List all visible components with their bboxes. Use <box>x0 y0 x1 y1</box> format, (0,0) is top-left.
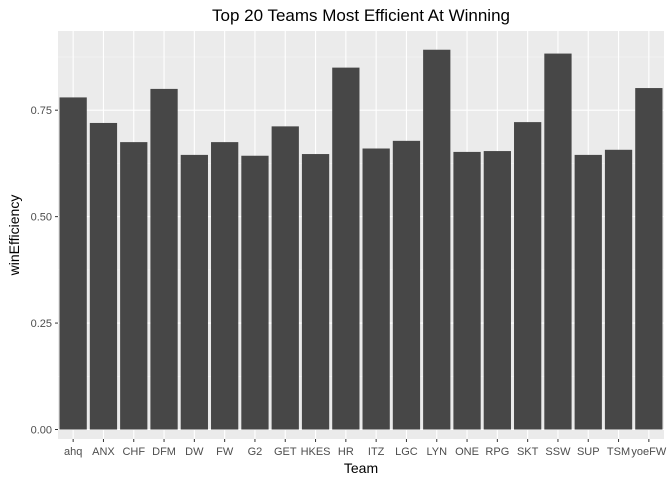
x-axis: ahq ANX CHF DFM DW FW G2 GET HKES HR ITZ LGC LYN ONE R… <box>64 439 667 458</box>
y-tick-label: 0.00 <box>31 425 52 437</box>
x-tick-label: CHF <box>122 446 145 458</box>
bar-FW <box>211 142 239 430</box>
bar-yoeFW <box>635 88 663 430</box>
bar-ITZ <box>362 148 390 430</box>
bar-ANX <box>89 122 118 430</box>
bar-ONE <box>453 151 481 430</box>
plot-panel <box>58 31 664 439</box>
y-tick-label: 0.25 <box>31 318 52 330</box>
bar-HKES <box>301 154 330 430</box>
bar-SUP <box>574 154 602 430</box>
bar-CHF <box>120 142 148 430</box>
bar-GET <box>271 126 299 430</box>
x-tick-label: DFM <box>152 446 176 458</box>
bar-DFM <box>150 88 178 430</box>
x-tick-label: ahq <box>64 446 82 458</box>
bar-ahq <box>59 97 87 430</box>
bars <box>59 49 663 430</box>
x-tick-label: LYN <box>426 446 447 458</box>
x-tick-label: DW <box>185 446 204 458</box>
x-tick-label: HKES <box>301 446 331 458</box>
bar-SKT <box>514 122 542 430</box>
x-tick-label: FW <box>216 446 234 458</box>
x-tick-label: ANX <box>92 446 115 458</box>
x-tick-label: SKT <box>517 446 539 458</box>
y-tick-label: 0.75 <box>31 105 52 117</box>
x-tick-label: ONE <box>455 446 479 458</box>
y-axis: 0.00 0.25 0.50 0.75 <box>31 105 58 437</box>
bar-RPG <box>483 151 511 430</box>
x-tick-label: yoeFW <box>631 446 666 458</box>
chart-title: Top 20 Teams Most Efficient At Winning <box>212 6 510 25</box>
bar-LGC <box>392 140 421 430</box>
y-tick-label: 0.50 <box>31 212 52 224</box>
bar-HR <box>332 67 360 430</box>
x-axis-title: Team <box>344 460 378 476</box>
x-tick-label: SUP <box>577 446 600 458</box>
bar-DW <box>180 154 208 430</box>
x-tick-label: RPG <box>485 446 509 458</box>
bar-TSM <box>604 149 633 430</box>
x-tick-label: SSW <box>545 446 571 458</box>
x-tick-label: GET <box>274 446 297 458</box>
x-tick-label: G2 <box>248 446 263 458</box>
x-tick-label: LGC <box>395 446 418 458</box>
bar-SSW <box>544 53 572 430</box>
bar-G2 <box>241 155 269 430</box>
bar-LYN <box>423 49 451 430</box>
x-tick-label: TSM <box>607 446 630 458</box>
y-axis-title: winEfficiency <box>6 195 22 277</box>
x-tick-label: ITZ <box>368 446 385 458</box>
x-tick-label: HR <box>338 446 354 458</box>
